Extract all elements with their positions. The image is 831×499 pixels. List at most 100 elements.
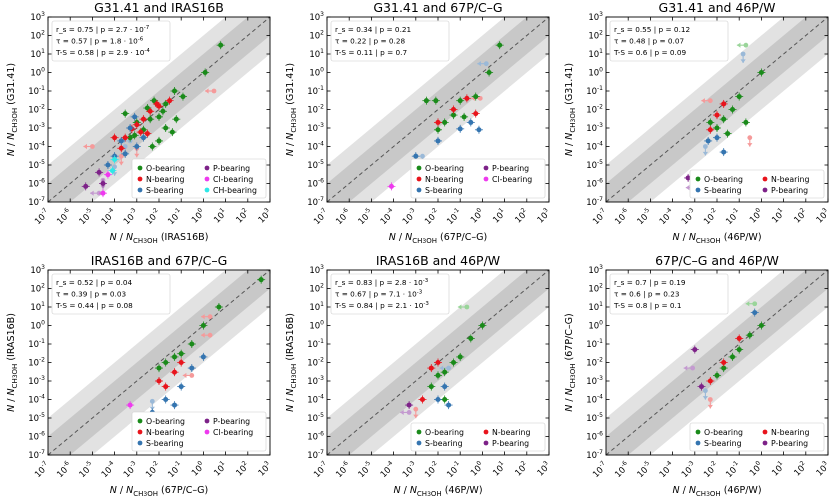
data-point-29	[154, 101, 160, 107]
data-point-27	[118, 145, 124, 151]
one-to-one-line	[606, 17, 828, 202]
x-tick-label: 10-6	[612, 207, 633, 228]
legend-marker	[204, 176, 210, 182]
legend: O-bearing S-bearing N-bearing P-bearing	[689, 169, 825, 199]
data-point-11	[451, 107, 457, 112]
data-point-1	[468, 335, 474, 341]
data-point-28	[144, 131, 150, 137]
limit-arrow-2-head	[182, 372, 187, 379]
limit-arrow-5-head	[112, 172, 118, 176]
limit-arrow-1-marker	[446, 365, 451, 371]
y-tick-label: 103	[30, 264, 45, 276]
data-point-5	[433, 98, 439, 104]
data-point-16	[149, 144, 155, 149]
limit-arrow-3-marker	[747, 135, 753, 141]
limit-arrow-6	[702, 144, 708, 156]
legend-label: N-bearing	[146, 428, 184, 437]
limit-arrow-0-marker	[743, 42, 749, 48]
data-point-4	[451, 112, 457, 118]
axis-ticks: 10-710-710-610-610-510-510-410-410-310-3…	[586, 264, 829, 481]
y-tick-label: 10-4	[28, 394, 45, 406]
y-tick-label: 100	[588, 67, 603, 79]
legend-label: N-bearing	[771, 175, 809, 184]
data-point-31	[112, 135, 118, 141]
legend-marker	[416, 176, 422, 182]
y-tick-label: 10-2	[586, 104, 603, 116]
one-to-one-line	[606, 270, 828, 455]
limit-arrow-3-marker	[702, 388, 708, 394]
y-tick-label: 10-5	[586, 159, 603, 171]
y-tick-label: 10-6	[586, 178, 603, 190]
data-point-9	[714, 112, 720, 118]
y-tick-label: 102	[309, 283, 324, 295]
limit-arrow-1-head	[740, 59, 746, 63]
panel-title: IRAS16B and 46P/W	[376, 253, 500, 268]
stats-box: r_s = 0.75 | p = 2.7 · 10-7 τ = 0.57 | p …	[51, 20, 171, 62]
data-point-14	[685, 175, 691, 181]
data-point-12	[127, 135, 133, 141]
data-point-2	[730, 107, 736, 112]
legend-label: P-bearing	[213, 164, 250, 173]
data-point-0	[258, 277, 264, 283]
x-tick-label: 10-3	[121, 207, 142, 228]
data-point-6	[163, 360, 169, 365]
limit-arrow-1-marker	[707, 397, 713, 402]
data-point-0	[479, 323, 485, 328]
one-to-one-line	[327, 270, 549, 455]
data-point-5	[435, 372, 441, 378]
data-point-1	[486, 70, 492, 75]
legend-label: Cl-bearing	[213, 428, 253, 437]
data-point-10	[156, 378, 162, 384]
legend-marker	[483, 176, 489, 182]
data-point-9	[461, 114, 467, 120]
limit-arrow-2-marker	[420, 153, 425, 159]
x-tick-label: 10-4	[377, 460, 398, 481]
stats-box-frame	[609, 273, 729, 315]
x-tick-label: 10-7	[590, 207, 611, 228]
data-point-12	[435, 397, 441, 402]
stats-line-3: T-S = 0.84 | p = 2.1 · 10-3	[334, 301, 429, 310]
data-point-12	[473, 111, 479, 117]
legend-marker	[416, 429, 422, 435]
data-point-11	[442, 384, 448, 390]
data-point-5	[156, 114, 162, 120]
y-axis-label: N / NCH3OH (IRAS16B)	[6, 313, 19, 412]
panel-4: 10-710-710-610-610-510-510-410-410-310-3…	[6, 253, 271, 498]
y-tick-label: 100	[30, 67, 45, 79]
legend-marker	[137, 440, 143, 446]
y-tick-label: 10-1	[307, 338, 324, 350]
limit-arrow-0-head	[201, 314, 205, 320]
data-point-11	[163, 384, 169, 390]
y-tick-label: 10-1	[28, 338, 45, 350]
y-tick-label: 103	[309, 264, 324, 276]
one-to-one-line	[48, 17, 270, 202]
legend-marker	[762, 176, 768, 182]
y-tick-label: 10-5	[28, 412, 45, 424]
data-point-1	[736, 94, 742, 100]
data-point-2	[457, 354, 463, 360]
data-point-13	[163, 125, 169, 131]
x-tick-label: 101	[769, 460, 788, 479]
panel-2: 10-710-710-610-610-510-510-410-410-310-3…	[285, 0, 550, 245]
x-tick-label: 10-4	[377, 207, 398, 228]
x-tick-label: 10-4	[656, 460, 677, 481]
limit-arrow-0	[477, 61, 489, 67]
data-point-15	[122, 111, 128, 117]
x-tick-label: 10-7	[32, 207, 53, 228]
limit-arrow-2	[413, 406, 419, 419]
limit-arrow-1	[740, 51, 746, 63]
axis-ticks: 10-710-710-610-610-510-510-410-410-310-3…	[28, 264, 271, 480]
data-point-41	[100, 181, 106, 186]
data-point-5	[707, 119, 713, 125]
x-tick-label: 10-2	[422, 460, 443, 481]
x-tick-label: 10-5	[355, 460, 376, 481]
limit-arrow-0	[201, 314, 213, 320]
legend-marker	[695, 176, 701, 182]
limit-arrow-2	[683, 365, 696, 371]
y-tick-label: 100	[309, 67, 324, 79]
x-tick-label: 10-2	[701, 460, 722, 481]
legend-label: CH-bearing	[213, 186, 257, 195]
legend-marker	[483, 165, 489, 171]
data-point-1	[202, 70, 208, 75]
limit-arrow-6-marker	[702, 144, 708, 149]
